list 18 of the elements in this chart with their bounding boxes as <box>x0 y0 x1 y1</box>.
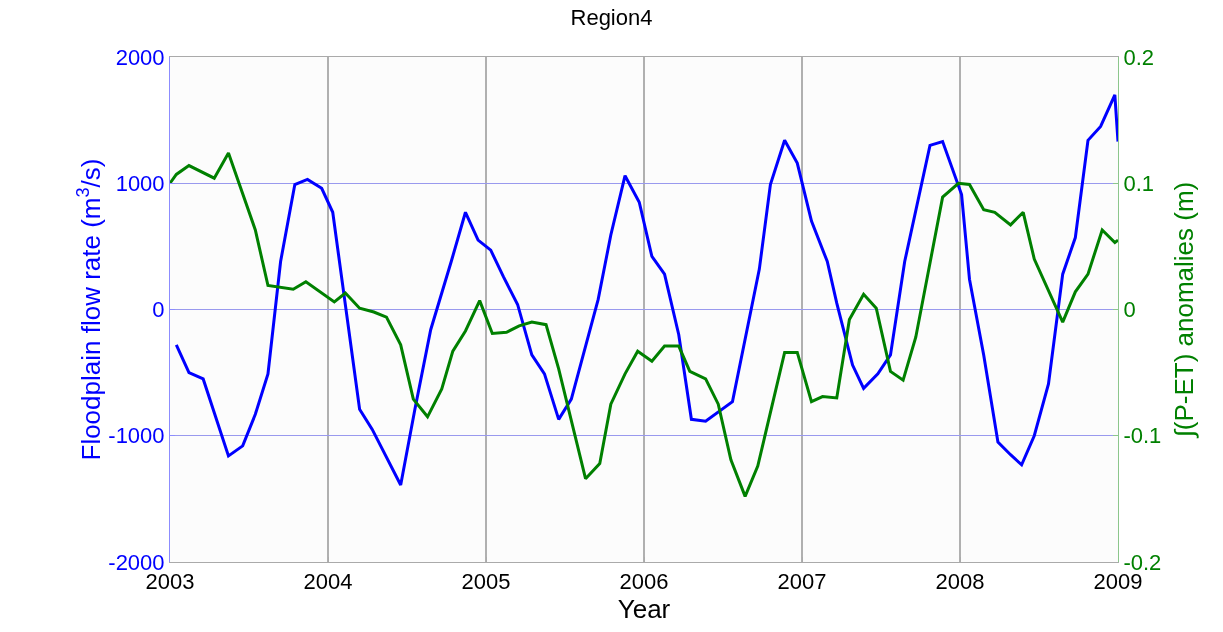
chart-title: Region4 <box>570 4 653 30</box>
y2-axis-title: ∫(P-ET) anomalies (m) <box>1169 181 1199 440</box>
x-tick-label: 2005 <box>461 569 511 595</box>
y2-tick-label: 0 <box>1123 297 1136 323</box>
y2-tick-label: -0.1 <box>1123 423 1162 449</box>
x-tick-label: 2008 <box>935 569 985 595</box>
y-tick-label: 1000 <box>115 170 165 196</box>
y-tick-label: -1000 <box>108 423 165 449</box>
line-series <box>174 93 1118 487</box>
x-tick-label: 2007 <box>777 569 827 595</box>
y2-tick-label: 0.1 <box>1123 170 1154 196</box>
y-tick-label: 0 <box>152 297 165 323</box>
line-series <box>170 151 1118 498</box>
x-tick-label: 2006 <box>619 569 669 595</box>
y2-tick-label: 0.2 <box>1123 44 1154 70</box>
x-tick-label: 2004 <box>303 569 353 595</box>
x-axis-title: Year <box>617 594 671 625</box>
y-tick-label: 2000 <box>115 44 165 70</box>
